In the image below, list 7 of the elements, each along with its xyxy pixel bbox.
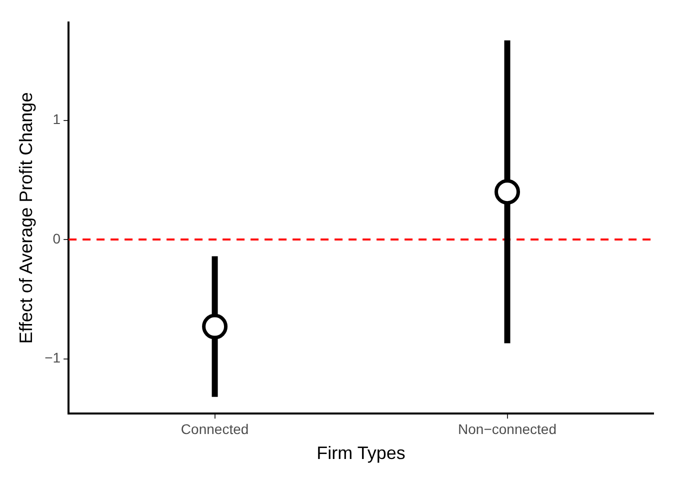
y-tick-label: 1 (52, 111, 61, 128)
y-tick-label: −1 (44, 350, 61, 366)
y-axis-title: Effect of Average Profit Change (16, 92, 36, 344)
x-axis-title: Firm Types (316, 443, 406, 464)
x-tick-label: Connected (180, 420, 249, 437)
x-tick-label: Non−connected (458, 420, 556, 437)
y-tick-label: 0 (52, 230, 61, 246)
